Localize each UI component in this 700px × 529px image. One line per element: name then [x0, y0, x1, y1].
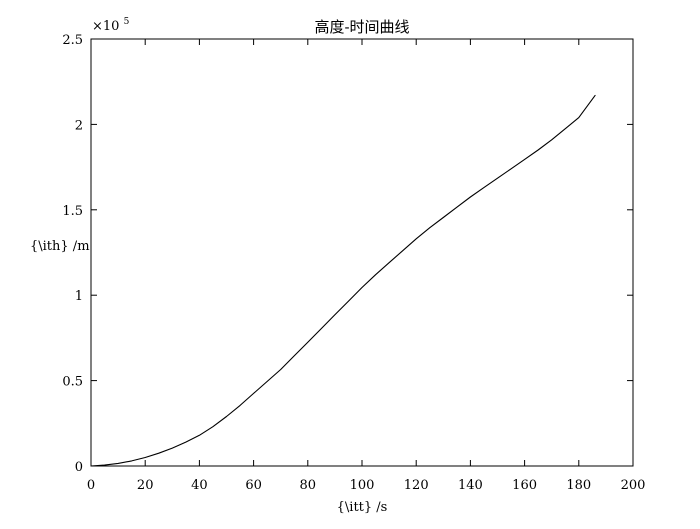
chart-title: 高度-时间曲线 [314, 18, 409, 36]
x-tick-label: 80 [300, 478, 317, 493]
x-tick-label: 180 [566, 478, 591, 493]
y-axis-label: {\ith} /m [30, 239, 90, 254]
x-tick-label: 200 [621, 478, 646, 493]
y-tick-label: 2.5 [62, 33, 83, 48]
series-layer [90, 94, 596, 467]
y-multiplier: ×10 5 [92, 17, 130, 34]
y-tick-label: 1.5 [62, 204, 83, 219]
x-tick-label: 140 [458, 478, 483, 493]
x-tick-label: 20 [137, 478, 154, 493]
y-tick-label: 0.5 [62, 375, 83, 390]
x-tick-label: 120 [404, 478, 429, 493]
x-tick-label: 60 [245, 478, 262, 493]
text-layer: 高度-时间曲线 {\itt} /s {\ith} /m ×10 5 [30, 17, 410, 515]
x-tick-label: 100 [350, 478, 375, 493]
axes-layer: 0 20 40 60 80 100 120 140 160 180 200 0 0.5 1 1.5 2 2.5 [62, 33, 645, 493]
y-multiplier-exponent: 5 [124, 17, 130, 27]
series-line [90, 94, 596, 467]
plot-frame [90, 38, 634, 467]
x-tick-label: 40 [191, 478, 208, 493]
x-axis-label: {\itt} /s [337, 500, 388, 515]
y-tick-label: 2 [75, 118, 83, 133]
x-tick-label: 160 [512, 478, 537, 493]
y-tick-label: 0 [75, 460, 83, 475]
x-tick-label: 0 [87, 478, 95, 493]
y-tick-label: 1 [75, 289, 83, 304]
y-multiplier-base: ×10 [92, 19, 119, 34]
